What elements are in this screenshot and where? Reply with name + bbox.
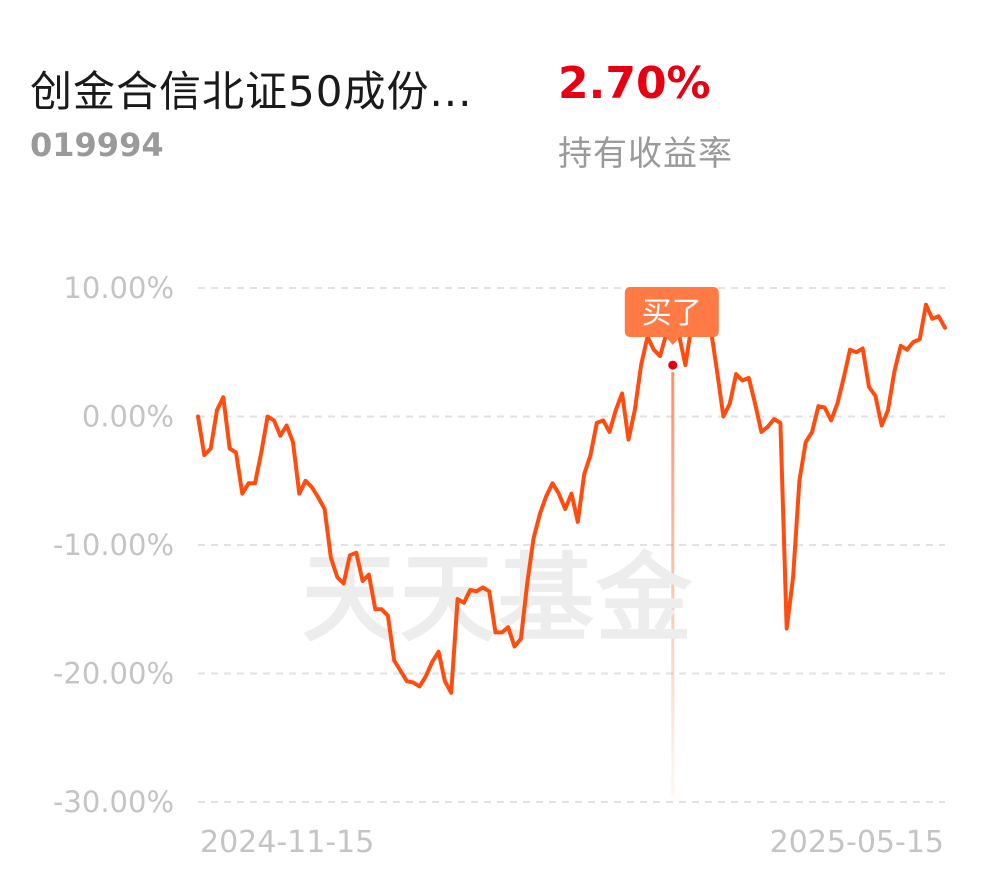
fund-code: 019994 — [30, 126, 164, 164]
buy-marker-pointer — [665, 337, 680, 345]
buy-marker-dot — [668, 360, 678, 370]
x-axis: 2024-11-15 2025-05-15 — [200, 825, 944, 860]
y-tick-label: -20.00% — [53, 657, 174, 691]
x-tick-label: 2025-05-15 — [770, 825, 944, 860]
series-layer — [196, 289, 947, 695]
series-line — [196, 289, 947, 695]
buy-marker-line — [671, 365, 675, 796]
buy-marker: 买了 — [624, 287, 719, 373]
watermark-text: 天天基金 — [302, 542, 694, 655]
buy-marker-badge — [624, 287, 719, 337]
holding-return-value: 2.70% — [558, 58, 711, 109]
buy-marker-label: 买了 — [642, 296, 702, 331]
holding-return-label: 持有收益率 — [558, 134, 733, 174]
y-tick-label: 10.00% — [63, 271, 174, 305]
y-tick-label: -30.00% — [53, 785, 174, 819]
y-tick-label: 0.00% — [82, 400, 174, 434]
y-tick-label: -10.00% — [53, 528, 174, 562]
fund-name: 创金合信北证50成份... — [30, 67, 473, 116]
x-tick-label: 2024-11-15 — [200, 825, 374, 860]
y-axis: 10.00% 0.00% -10.00% -20.00% -30.00% — [53, 271, 174, 819]
grid-layer — [198, 287, 945, 803]
